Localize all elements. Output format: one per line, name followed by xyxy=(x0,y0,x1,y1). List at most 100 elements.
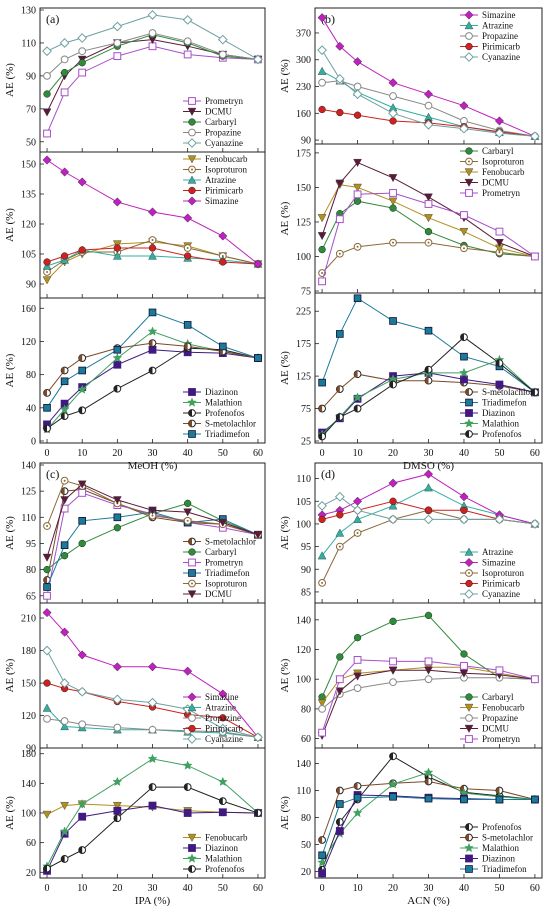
xtick-label-a-3: 20 xyxy=(112,448,122,459)
marker-p1-s0-1 xyxy=(335,41,345,51)
marker-p3-s24-1 xyxy=(336,800,344,808)
legend-label-Pirimicarb: Pirimicarb xyxy=(482,579,520,589)
marker-p1-s11-4-dot xyxy=(427,241,430,244)
ytick-label-c-1-0: 65 xyxy=(26,591,36,602)
marker-p1-s4-6 xyxy=(494,128,505,139)
marker-p1-s13-0 xyxy=(317,232,327,241)
marker-p0-s13-2 xyxy=(78,246,86,254)
series-line-Triadimefon xyxy=(46,511,259,588)
marker-p0-s4-2 xyxy=(77,33,88,43)
marker-p3-s21-2-half xyxy=(354,782,358,790)
marker-p0-s14-4 xyxy=(147,207,158,217)
marker-p0-s3-3 xyxy=(113,39,122,47)
marker-p1-s0-5 xyxy=(459,101,469,111)
marker-p0-s3-4 xyxy=(148,29,157,37)
marker-p0-s14-2 xyxy=(77,177,87,187)
marker-p1-s900-0 xyxy=(464,10,474,20)
ytick-label-a-3-2: 80 xyxy=(26,370,36,381)
legend-label-Simazine: Simazine xyxy=(482,558,516,568)
marker-p2-s22-1 xyxy=(59,826,70,836)
legend-label-Propazine: Propazine xyxy=(205,128,241,138)
ytick-label-c-2-4: 210 xyxy=(21,614,36,625)
marker-p3-s3-1 xyxy=(336,511,344,519)
marker-p0-s24-4 xyxy=(148,308,157,317)
marker-p0-s923-0-half xyxy=(188,420,192,427)
marker-p1-s4-2 xyxy=(352,89,363,100)
legend-label-Pirimicarb: Pirimicarb xyxy=(205,186,243,196)
marker-p1-s10-3 xyxy=(389,204,397,212)
marker-p1-s20-4-half xyxy=(425,377,429,385)
marker-p2-s21-3 xyxy=(113,806,122,815)
ytick-label-a-2-2: 120 xyxy=(21,220,36,231)
marker-p2-s14-4 xyxy=(147,697,158,708)
marker-p1-s11-5-dot xyxy=(462,247,465,250)
marker-p0-s902-0 xyxy=(188,118,196,126)
xtick-label-c-0: 0 xyxy=(45,883,50,894)
marker-p0-s3-5 xyxy=(183,37,192,46)
legend-label-Cyanazine: Cyanazine xyxy=(205,138,243,148)
series-Cyanazine xyxy=(317,45,540,142)
marker-p3-s913-0 xyxy=(464,724,474,733)
legend-a-2: FenobucarbIsoproturonAtrazinePirimicarbS… xyxy=(183,154,248,206)
marker-p1-s14-0 xyxy=(318,277,326,286)
legend-label-Carbaryl: Carbaryl xyxy=(205,117,237,127)
xtick-label-b-7: 60 xyxy=(530,448,540,459)
series-Triadimefon xyxy=(43,308,262,412)
marker-p1-s912-0 xyxy=(464,168,474,177)
marker-p2-s13-6 xyxy=(219,714,227,722)
series-Simazine xyxy=(317,469,540,529)
marker-p3-s13-2 xyxy=(353,672,362,681)
marker-p1-s10-4 xyxy=(424,227,433,236)
marker-p2-s23-7-half xyxy=(254,809,258,817)
series-line-Malathion xyxy=(46,758,259,867)
series-line-Carbaryl xyxy=(321,614,535,698)
marker-p2-s11-1 xyxy=(60,722,69,731)
marker-p3-s14-3 xyxy=(389,657,397,666)
marker-p0-s11-4-dot xyxy=(151,239,154,241)
marker-p0-s13-3 xyxy=(113,244,121,252)
marker-p3-s901-0 xyxy=(464,557,474,568)
marker-p3-s2-2-dot xyxy=(356,532,359,534)
legend-label-Atrazine: Atrazine xyxy=(205,703,236,713)
marker-p1-s903-0 xyxy=(465,42,473,51)
marker-p3-s21-1-half xyxy=(336,787,340,794)
series-Pirimicarb xyxy=(43,244,262,268)
marker-p1-s22-6 xyxy=(495,380,504,389)
marker-p2-s0-0-half xyxy=(43,576,48,584)
legend-label-Prometryn: Prometryn xyxy=(482,188,520,198)
series-line-Prometryn xyxy=(321,192,536,282)
marker-p3-s12-2 xyxy=(353,684,362,693)
marker-p3-s4-6 xyxy=(494,514,505,525)
marker-p1-s3-1 xyxy=(336,108,344,117)
series-Carbaryl xyxy=(318,611,539,701)
ylabel-c-1: AE (%) xyxy=(4,516,16,550)
marker-p1-s3-3 xyxy=(389,117,397,125)
ytick-label-c-3-4: 180 xyxy=(21,749,36,760)
marker-p0-s23-1-half xyxy=(61,367,65,374)
marker-p0-s21-1 xyxy=(59,404,70,414)
legend-label-Simazine: Simazine xyxy=(205,196,239,206)
series-Cyanazine xyxy=(42,645,263,743)
marker-p2-s10-0 xyxy=(42,608,52,618)
marker-p2-s2-1 xyxy=(60,504,69,513)
marker-p2-s910-0 xyxy=(187,692,197,702)
marker-p3-s14-2 xyxy=(353,656,362,664)
marker-p3-s0-3 xyxy=(388,501,398,510)
marker-p1-s13-2 xyxy=(353,158,362,167)
marker-p3-s12-4 xyxy=(424,675,433,684)
legend-label-S-metolachlor: S-metolachlor xyxy=(205,419,256,429)
marker-p2-s23-4-half xyxy=(149,783,153,791)
marker-p1-s21-2 xyxy=(353,294,362,303)
marker-p0-s913-0 xyxy=(188,186,196,195)
legend-label-DCMU: DCMU xyxy=(205,107,233,117)
legend-c-1: S-metolachlorCarbarylPrometrynTriadimefo… xyxy=(183,537,256,599)
marker-p1-s11-0-dot xyxy=(321,272,324,275)
ylabel-a-3: AE (%) xyxy=(4,353,16,387)
ytick-label-c-1-1: 80 xyxy=(26,565,36,576)
marker-p3-s24-6 xyxy=(495,795,504,804)
xtick-label-c-6: 50 xyxy=(218,883,228,894)
marker-p0-s23-2-half xyxy=(78,354,83,362)
ytick-label-d-1-0: 85 xyxy=(301,587,311,598)
xtick-label-a-2: 10 xyxy=(77,448,87,459)
ytick-label-c-3-3: 140 xyxy=(21,779,36,790)
